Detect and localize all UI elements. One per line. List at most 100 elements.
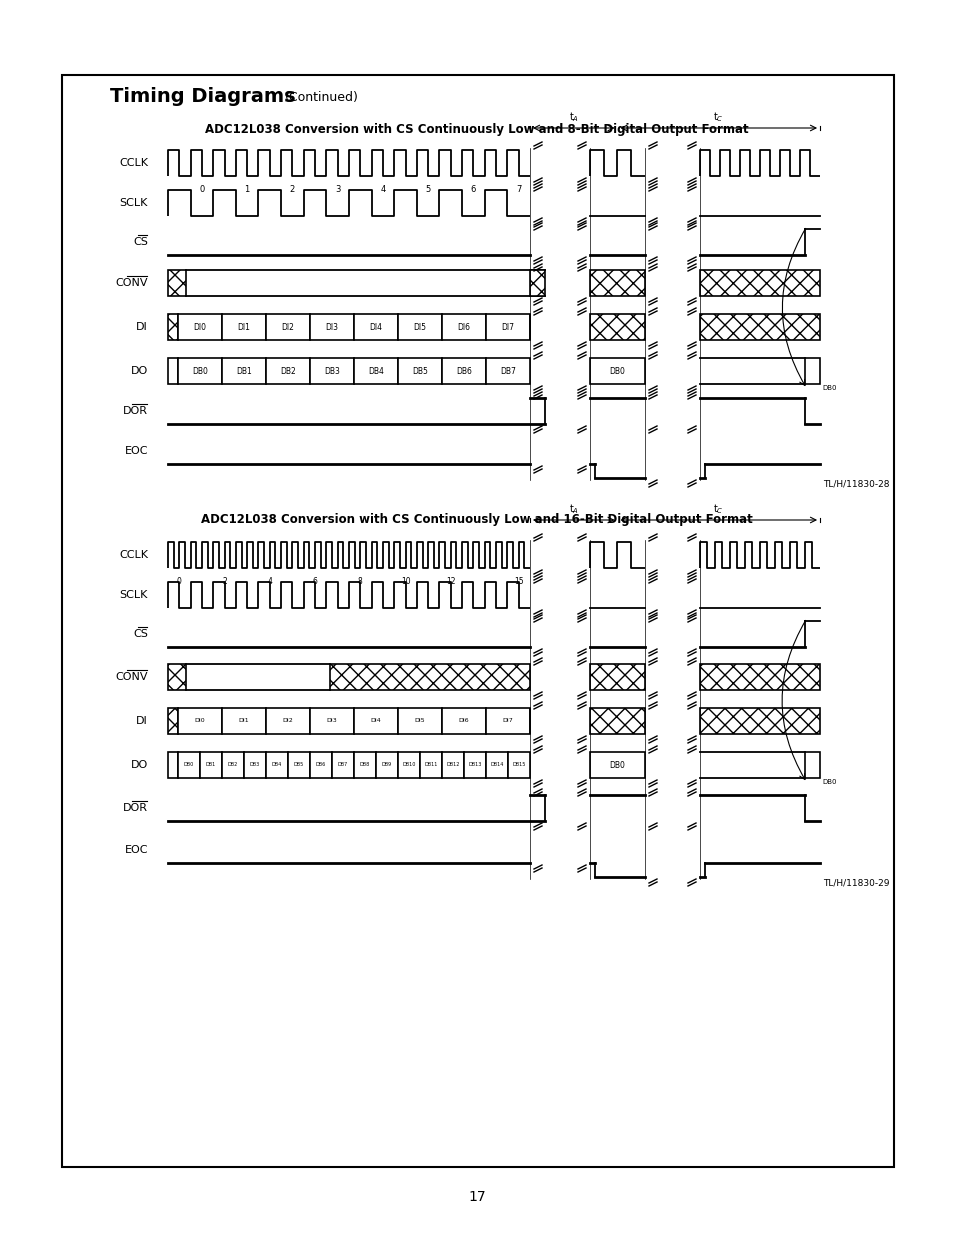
Text: DB7: DB7 — [499, 367, 516, 375]
Bar — [354, 314, 397, 340]
Text: DOR: DOR — [123, 803, 148, 813]
Bar — [441, 752, 463, 778]
Text: DB0: DB0 — [821, 385, 836, 391]
Text: DB2: DB2 — [228, 762, 238, 767]
Text: DO: DO — [131, 760, 148, 769]
Text: 2: 2 — [290, 185, 294, 194]
Text: DB6: DB6 — [315, 762, 326, 767]
Bar — [375, 752, 397, 778]
Text: CS: CS — [133, 629, 148, 638]
Text: DI1: DI1 — [238, 719, 249, 724]
Bar — [354, 358, 397, 384]
Text: TL/H/11830-28: TL/H/11830-28 — [822, 479, 888, 489]
Text: DI: DI — [136, 322, 148, 332]
Text: DI4: DI4 — [370, 719, 381, 724]
Text: 0: 0 — [176, 577, 182, 585]
Bar — [310, 708, 354, 734]
Bar — [266, 314, 310, 340]
Bar — [178, 314, 222, 340]
Bar — [168, 314, 178, 340]
Text: 4: 4 — [380, 185, 385, 194]
Text: DB2: DB2 — [280, 367, 295, 375]
Bar — [397, 752, 419, 778]
Text: DI: DI — [136, 716, 148, 726]
Text: SCLK: SCLK — [119, 198, 148, 207]
Text: DB3: DB3 — [324, 367, 339, 375]
Bar — [266, 708, 310, 734]
Bar — [397, 708, 441, 734]
Text: DB14: DB14 — [490, 762, 503, 767]
Bar — [266, 752, 288, 778]
Text: DB0: DB0 — [609, 367, 625, 375]
Text: DB0: DB0 — [192, 367, 208, 375]
Bar — [266, 358, 310, 384]
Bar — [62, 75, 893, 1167]
Text: SCLK: SCLK — [119, 590, 148, 600]
Text: DI6: DI6 — [458, 719, 469, 724]
Bar — [288, 752, 310, 778]
Text: DB4: DB4 — [368, 367, 383, 375]
Bar — [463, 752, 485, 778]
Text: t$_C$: t$_C$ — [713, 503, 723, 516]
Text: DB1: DB1 — [236, 367, 252, 375]
Bar — [485, 358, 530, 384]
Text: t$_A$: t$_A$ — [568, 503, 578, 516]
Bar — [168, 358, 178, 384]
Bar — [200, 752, 222, 778]
Text: DB5: DB5 — [294, 762, 304, 767]
Text: CCLK: CCLK — [119, 158, 148, 168]
Text: t$_C$: t$_C$ — [713, 110, 723, 124]
Text: DB15: DB15 — [512, 762, 525, 767]
Text: DI5: DI5 — [413, 322, 426, 331]
Bar — [222, 708, 266, 734]
Bar — [441, 314, 485, 340]
Text: DB10: DB10 — [402, 762, 416, 767]
Text: CONV: CONV — [115, 672, 148, 682]
Text: DB0: DB0 — [184, 762, 193, 767]
Bar — [222, 314, 266, 340]
Text: 7: 7 — [516, 185, 521, 194]
Text: ADC12L038 Conversion with CS Continuously Low and 16-Bit Digital Output Format: ADC12L038 Conversion with CS Continuousl… — [201, 514, 752, 526]
Text: 4: 4 — [267, 577, 272, 585]
Text: 3: 3 — [335, 185, 340, 194]
Text: DB5: DB5 — [412, 367, 428, 375]
Bar — [168, 708, 178, 734]
Text: DI7: DI7 — [501, 322, 514, 331]
Bar — [332, 752, 354, 778]
Text: DI1: DI1 — [237, 322, 251, 331]
Bar — [178, 708, 222, 734]
Text: 6: 6 — [313, 577, 317, 585]
Text: ADC12L038 Conversion with CS Continuously Low and 8-Bit Digital Output Format: ADC12L038 Conversion with CS Continuousl… — [205, 124, 748, 137]
Bar — [397, 314, 441, 340]
Bar — [330, 664, 530, 690]
Text: 2: 2 — [222, 577, 227, 585]
Text: TL/H/11830-29: TL/H/11830-29 — [822, 878, 888, 888]
Text: DB13: DB13 — [468, 762, 481, 767]
Bar — [419, 752, 441, 778]
Bar — [168, 270, 186, 296]
Bar — [700, 664, 820, 690]
Text: DI0: DI0 — [194, 719, 205, 724]
Bar — [507, 752, 530, 778]
Text: DI3: DI3 — [326, 719, 337, 724]
Text: EOC: EOC — [125, 446, 148, 456]
Bar — [589, 708, 644, 734]
Text: 15: 15 — [514, 577, 523, 585]
Bar — [700, 270, 820, 296]
Bar — [168, 752, 178, 778]
Text: 8: 8 — [357, 577, 362, 585]
Text: CS: CS — [133, 237, 148, 247]
Bar — [804, 358, 820, 384]
Text: DI3: DI3 — [325, 322, 338, 331]
Text: DB8: DB8 — [359, 762, 370, 767]
Text: DB9: DB9 — [381, 762, 392, 767]
Bar — [700, 314, 820, 340]
Text: DO: DO — [131, 366, 148, 375]
Bar — [589, 752, 644, 778]
Text: DB0: DB0 — [821, 779, 836, 785]
Text: DI0: DI0 — [193, 322, 206, 331]
Bar — [178, 358, 222, 384]
Bar — [589, 270, 644, 296]
Bar — [354, 708, 397, 734]
Bar — [441, 708, 485, 734]
